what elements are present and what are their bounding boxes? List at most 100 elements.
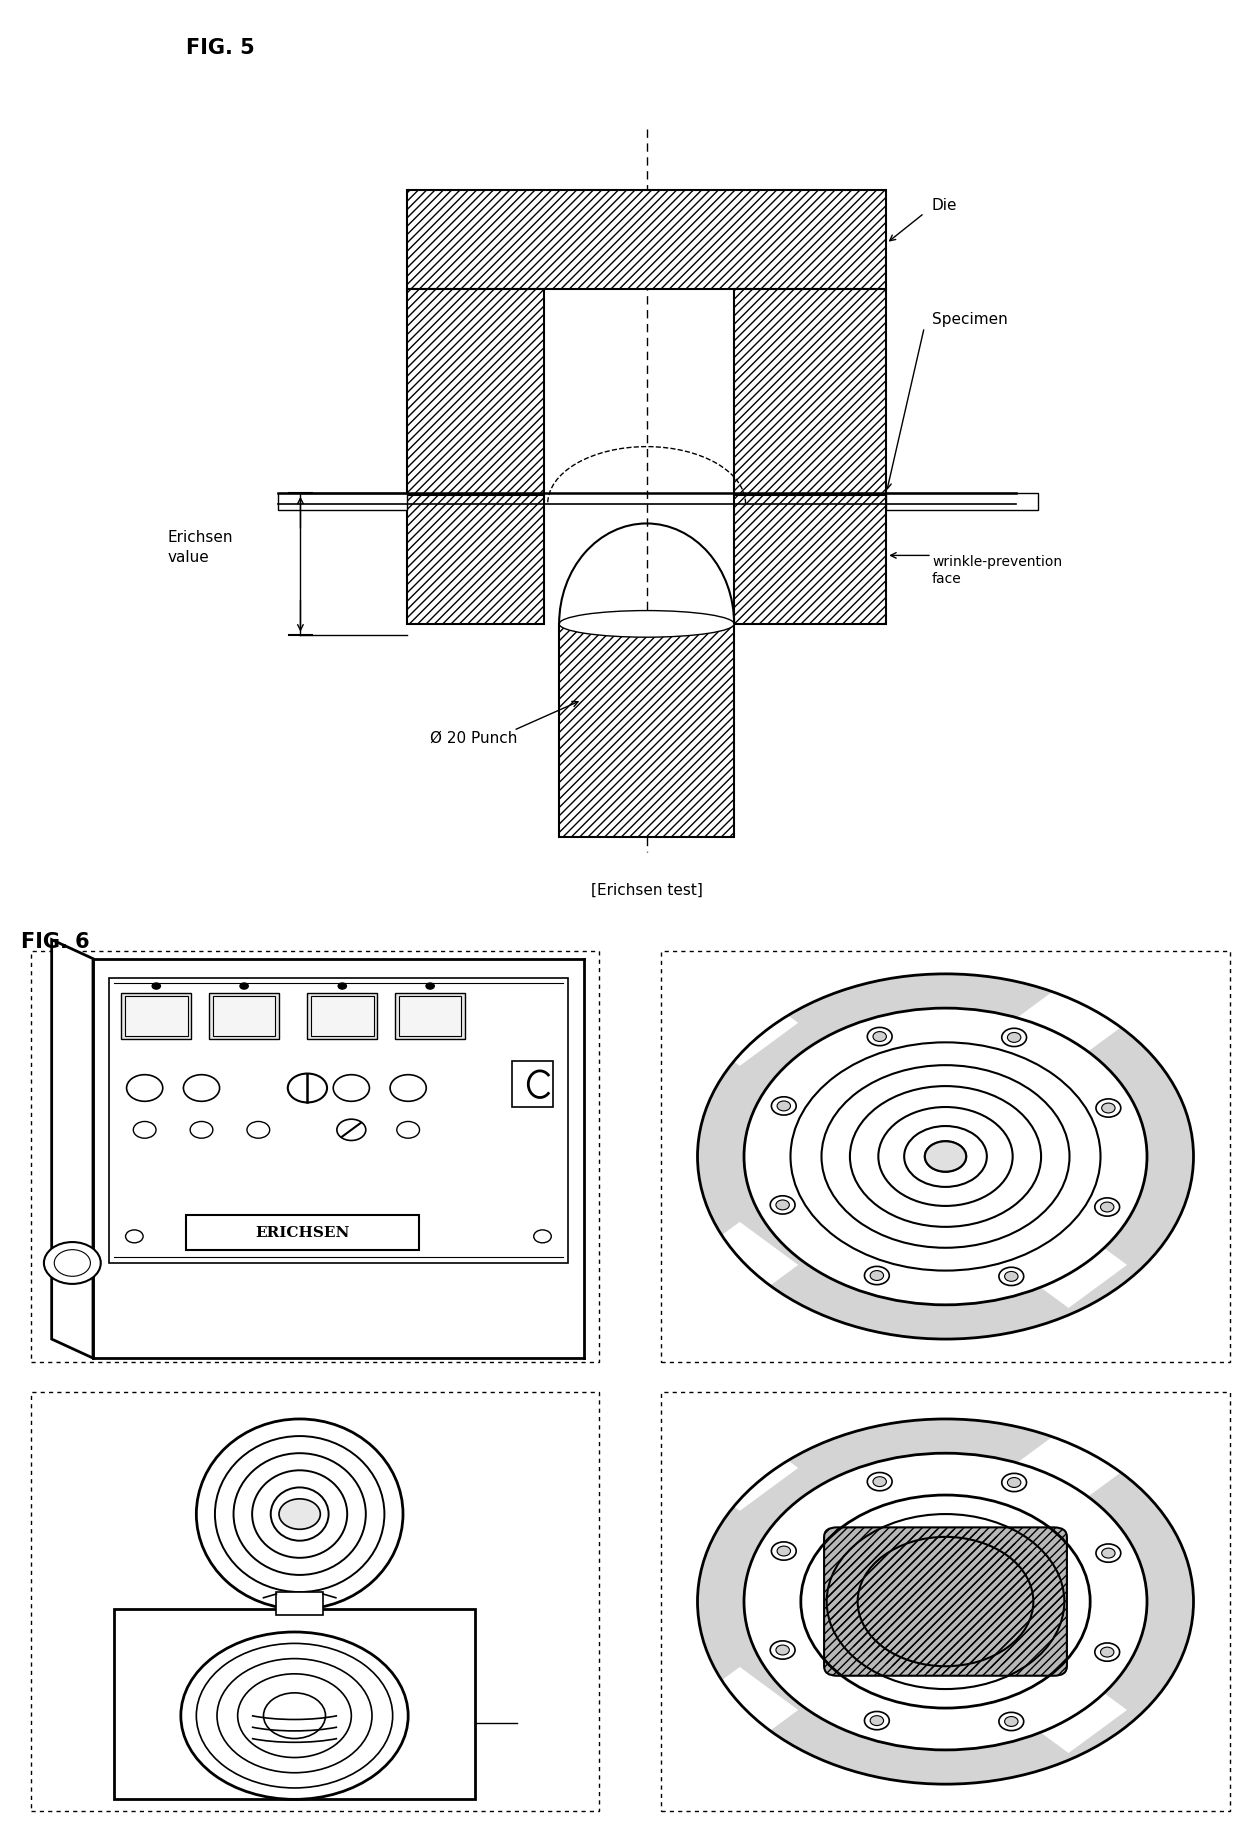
- Bar: [1011, 1667, 1127, 1753]
- Text: ERICHSEN: ERICHSEN: [255, 1225, 350, 1240]
- Text: FIG. 5: FIG. 5: [186, 38, 255, 58]
- Circle shape: [1101, 1548, 1115, 1558]
- Circle shape: [744, 1008, 1147, 1306]
- Circle shape: [427, 982, 434, 990]
- Bar: [734, 495, 887, 624]
- Circle shape: [125, 1231, 143, 1244]
- Bar: [661, 951, 1230, 1362]
- Bar: [407, 190, 887, 289]
- Circle shape: [279, 1499, 320, 1530]
- Bar: [681, 1424, 799, 1510]
- Circle shape: [1100, 1202, 1114, 1212]
- Circle shape: [397, 1121, 419, 1138]
- Bar: [277, 1592, 322, 1614]
- Bar: [1011, 1222, 1127, 1307]
- Circle shape: [999, 1713, 1024, 1731]
- Circle shape: [873, 1477, 887, 1486]
- Ellipse shape: [196, 1419, 403, 1609]
- Bar: [407, 190, 887, 289]
- Circle shape: [55, 1249, 91, 1276]
- Circle shape: [43, 1242, 100, 1284]
- Circle shape: [867, 1028, 892, 1046]
- Bar: [559, 624, 734, 836]
- Bar: [407, 289, 544, 495]
- Circle shape: [1004, 1716, 1018, 1726]
- Bar: [213, 995, 275, 1035]
- Bar: [681, 1222, 799, 1307]
- Bar: [396, 993, 465, 1039]
- Circle shape: [1002, 1474, 1027, 1492]
- FancyBboxPatch shape: [511, 1061, 553, 1107]
- Circle shape: [777, 1101, 791, 1110]
- Circle shape: [1096, 1545, 1121, 1563]
- Bar: [109, 977, 568, 1264]
- Circle shape: [867, 1472, 892, 1490]
- Text: Erichsen
value: Erichsen value: [167, 530, 233, 566]
- Text: [Erichsen test]: [Erichsen test]: [590, 882, 703, 898]
- Bar: [407, 495, 544, 624]
- Bar: [278, 493, 407, 509]
- Bar: [1011, 981, 1127, 1066]
- Text: wrinkle-prevention
face: wrinkle-prevention face: [932, 555, 1063, 586]
- Circle shape: [1096, 1099, 1121, 1118]
- Bar: [559, 624, 734, 836]
- Circle shape: [864, 1267, 889, 1286]
- Circle shape: [770, 1196, 795, 1214]
- Circle shape: [153, 982, 160, 990]
- Circle shape: [533, 1231, 552, 1244]
- Bar: [186, 1216, 419, 1249]
- Circle shape: [339, 982, 346, 990]
- Circle shape: [777, 1547, 791, 1556]
- Circle shape: [1004, 1271, 1018, 1282]
- Circle shape: [1101, 1103, 1115, 1114]
- Bar: [407, 289, 544, 495]
- Circle shape: [126, 1076, 162, 1101]
- Circle shape: [181, 1632, 408, 1799]
- Circle shape: [241, 982, 248, 990]
- Bar: [734, 495, 887, 624]
- Polygon shape: [52, 940, 93, 1359]
- Bar: [681, 981, 799, 1066]
- Circle shape: [870, 1716, 884, 1726]
- Circle shape: [391, 1076, 427, 1101]
- Ellipse shape: [559, 610, 734, 637]
- Circle shape: [999, 1267, 1024, 1286]
- Bar: [114, 1609, 475, 1799]
- Bar: [31, 1391, 599, 1811]
- Bar: [1011, 1424, 1127, 1510]
- Circle shape: [873, 1032, 887, 1041]
- Text: Die: Die: [932, 197, 957, 214]
- Bar: [399, 995, 461, 1035]
- Circle shape: [771, 1541, 796, 1559]
- Circle shape: [184, 1076, 219, 1101]
- Circle shape: [1095, 1198, 1120, 1216]
- Text: Ø 20 Punch: Ø 20 Punch: [430, 730, 517, 745]
- Bar: [125, 995, 187, 1035]
- Circle shape: [697, 973, 1193, 1338]
- Circle shape: [925, 1141, 966, 1172]
- Bar: [661, 1391, 1230, 1811]
- Circle shape: [190, 1121, 213, 1138]
- Bar: [311, 995, 373, 1035]
- Circle shape: [1095, 1643, 1120, 1662]
- FancyBboxPatch shape: [825, 1527, 1066, 1676]
- Circle shape: [334, 1076, 370, 1101]
- Bar: [31, 951, 599, 1362]
- Circle shape: [247, 1121, 270, 1138]
- Circle shape: [771, 1097, 796, 1116]
- Circle shape: [744, 1453, 1147, 1749]
- Bar: [734, 289, 887, 495]
- Bar: [734, 289, 887, 495]
- Circle shape: [337, 1119, 366, 1141]
- Ellipse shape: [827, 1530, 1064, 1674]
- Circle shape: [776, 1645, 790, 1654]
- Bar: [407, 495, 544, 624]
- Circle shape: [776, 1200, 790, 1211]
- Circle shape: [1100, 1647, 1114, 1656]
- Bar: [681, 1667, 799, 1753]
- Bar: [887, 493, 1038, 509]
- Bar: [122, 993, 191, 1039]
- Circle shape: [864, 1711, 889, 1729]
- Circle shape: [1007, 1032, 1021, 1043]
- Circle shape: [870, 1271, 884, 1280]
